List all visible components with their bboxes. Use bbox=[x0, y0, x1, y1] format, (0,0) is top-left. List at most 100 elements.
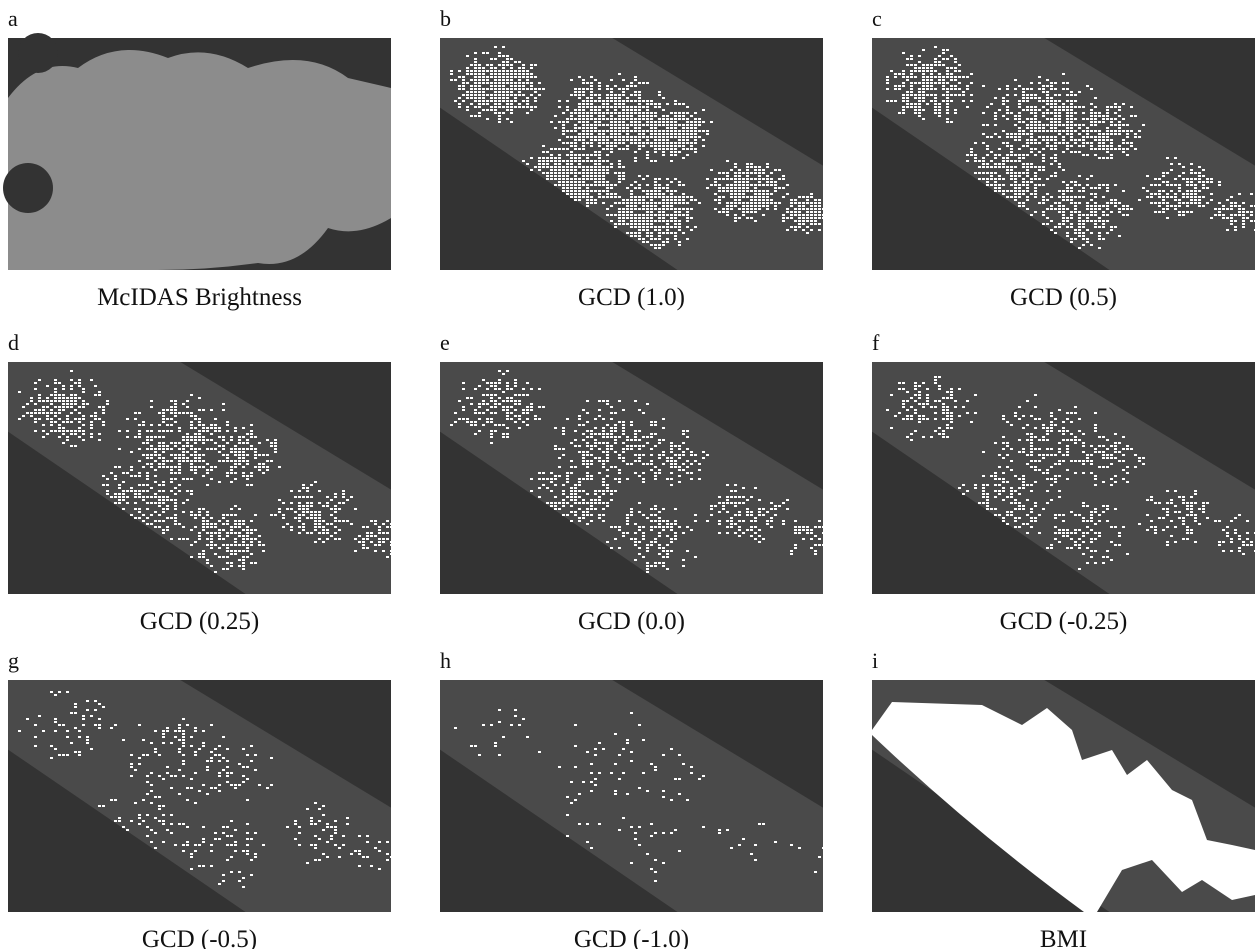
pixel bbox=[622, 121, 625, 123]
pixel bbox=[162, 460, 165, 462]
pixel bbox=[574, 139, 577, 141]
pixel bbox=[254, 451, 257, 453]
pixel bbox=[938, 82, 941, 84]
pixel bbox=[182, 403, 185, 405]
pixel bbox=[994, 166, 997, 168]
pixel bbox=[770, 193, 773, 195]
pixel bbox=[1178, 184, 1181, 186]
pixel bbox=[726, 187, 729, 189]
pixel bbox=[306, 490, 309, 492]
pixel bbox=[1082, 235, 1085, 237]
pixel bbox=[706, 130, 709, 132]
pixel bbox=[1194, 517, 1197, 519]
pixel bbox=[598, 196, 601, 198]
pixel bbox=[1050, 157, 1053, 159]
pixel bbox=[562, 454, 565, 456]
pixel bbox=[370, 532, 373, 534]
pixel bbox=[542, 406, 545, 408]
pixel bbox=[494, 112, 497, 114]
pixel bbox=[490, 73, 493, 75]
pixel bbox=[678, 223, 681, 225]
pixel bbox=[198, 538, 201, 540]
pixel bbox=[166, 460, 169, 462]
pixel bbox=[242, 460, 245, 462]
pixel bbox=[630, 511, 633, 513]
pixel bbox=[1026, 499, 1029, 501]
pixel bbox=[1094, 154, 1097, 156]
pixel bbox=[1058, 130, 1061, 132]
pixel bbox=[1126, 466, 1129, 468]
pixel bbox=[326, 538, 329, 540]
pixel bbox=[590, 133, 593, 135]
pixel bbox=[734, 172, 737, 174]
pixel bbox=[1046, 469, 1049, 471]
pixel bbox=[1018, 184, 1021, 186]
pixel bbox=[922, 82, 925, 84]
pixel bbox=[1062, 439, 1065, 441]
pixel bbox=[610, 193, 613, 195]
pixel bbox=[126, 472, 129, 474]
pixel bbox=[654, 205, 657, 207]
pixel bbox=[1166, 511, 1169, 513]
pixel bbox=[190, 463, 193, 465]
pixel bbox=[254, 457, 257, 459]
pixel bbox=[1022, 193, 1025, 195]
pixel bbox=[818, 520, 821, 522]
pixel bbox=[1110, 484, 1113, 486]
pixel bbox=[670, 193, 673, 195]
pixel bbox=[1018, 508, 1021, 510]
pixel bbox=[646, 112, 649, 114]
pixel bbox=[1170, 499, 1173, 501]
pixel bbox=[82, 439, 85, 441]
pixel bbox=[1002, 97, 1005, 99]
pixel bbox=[338, 538, 341, 540]
pixel bbox=[246, 538, 249, 540]
pixel bbox=[818, 211, 821, 213]
pixel bbox=[714, 184, 717, 186]
pixel bbox=[738, 514, 741, 516]
pixel bbox=[498, 424, 501, 426]
pixel bbox=[54, 394, 57, 396]
pixel bbox=[298, 514, 301, 516]
pixel bbox=[750, 178, 753, 180]
pixel bbox=[1082, 139, 1085, 141]
pixel bbox=[730, 208, 733, 210]
pixel bbox=[1030, 415, 1033, 417]
pixel bbox=[574, 514, 577, 516]
pixel bbox=[678, 475, 681, 477]
pixel bbox=[650, 136, 653, 138]
pixel bbox=[630, 223, 633, 225]
pixel bbox=[1206, 187, 1209, 189]
pixel bbox=[570, 154, 573, 156]
pixel bbox=[1098, 130, 1101, 132]
pixel bbox=[1026, 145, 1029, 147]
pixel bbox=[54, 391, 57, 393]
pixel bbox=[610, 418, 613, 420]
pixel bbox=[1026, 124, 1029, 126]
pixel bbox=[1186, 202, 1189, 204]
pixel bbox=[1070, 511, 1073, 513]
pixel bbox=[690, 229, 693, 231]
pixel bbox=[1090, 205, 1093, 207]
pixel bbox=[1054, 130, 1057, 132]
pixel bbox=[570, 136, 573, 138]
pixel bbox=[74, 418, 77, 420]
pixel bbox=[1126, 124, 1129, 126]
pixel bbox=[1026, 97, 1029, 99]
pixel bbox=[510, 112, 513, 114]
pixel bbox=[802, 529, 805, 531]
pixel bbox=[174, 514, 177, 516]
pixel bbox=[914, 109, 917, 111]
pixel bbox=[1122, 436, 1125, 438]
pixel bbox=[650, 115, 653, 117]
pixel bbox=[498, 382, 501, 384]
pixel bbox=[602, 166, 605, 168]
pixel bbox=[386, 520, 389, 522]
pixel bbox=[666, 526, 669, 528]
pixel bbox=[1058, 226, 1061, 228]
pixel bbox=[954, 400, 957, 402]
pixel bbox=[1190, 190, 1193, 192]
pixel bbox=[582, 109, 585, 111]
pixel bbox=[1078, 226, 1081, 228]
pixel bbox=[1134, 454, 1137, 456]
